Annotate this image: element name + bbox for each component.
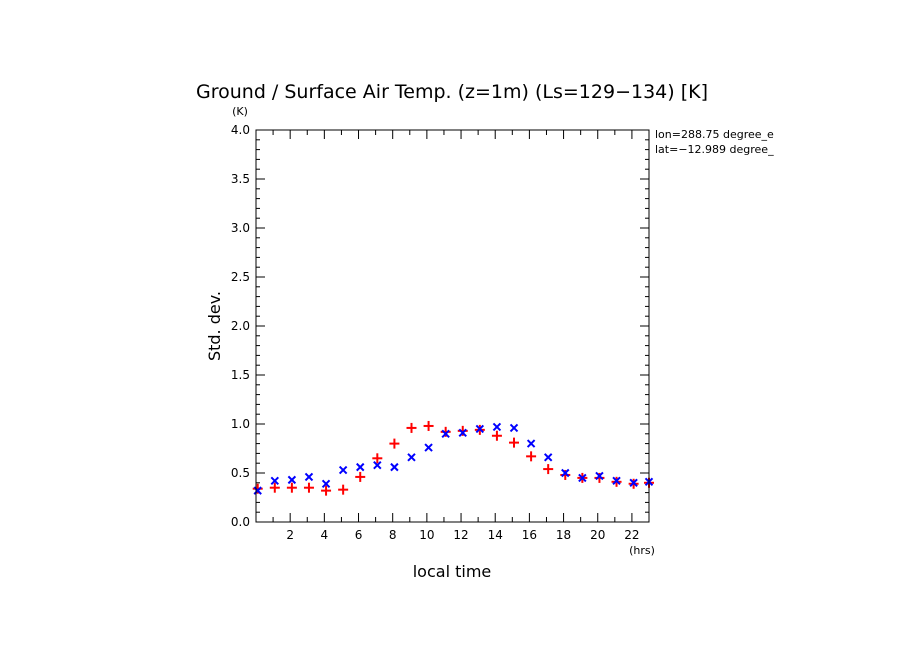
x-tick-label: 20 xyxy=(590,528,605,542)
annotation-lat: lat=−12.989 degree_ xyxy=(655,143,774,156)
data-point-cross xyxy=(475,424,485,434)
data-point-cross xyxy=(612,476,621,486)
data-point-plus xyxy=(406,422,417,433)
y-tick-label: 2.5 xyxy=(231,270,250,284)
data-point-plus xyxy=(303,482,314,493)
data-point-plus xyxy=(372,453,383,464)
data-point-plus xyxy=(543,464,554,475)
chart-title: Ground / Surface Air Temp. (z=1m) (Ls=12… xyxy=(196,81,708,103)
data-point-cross xyxy=(441,429,450,439)
y-tick-label: 2.0 xyxy=(231,319,250,333)
data-point-plus xyxy=(423,420,434,431)
data-point-cross xyxy=(407,453,416,462)
data-point-plus xyxy=(286,482,297,493)
data-point-cross xyxy=(304,472,314,482)
y-tick-label: 1.0 xyxy=(231,417,250,431)
data-point-cross xyxy=(373,460,382,470)
data-point-cross xyxy=(509,423,519,433)
data-point-cross xyxy=(629,478,638,488)
data-point-plus xyxy=(269,482,280,493)
axes: 2 4 6 8 10 12 14 16 18 20 22 0.0 0.5 1.0 1.5 2.0 2.5 3.0 3… xyxy=(231,123,649,542)
x-axis-title: local time xyxy=(413,562,492,581)
data-point-cross xyxy=(578,473,587,483)
data-point-plus xyxy=(389,438,400,449)
y-tick-label: 4.0 xyxy=(231,123,250,137)
x-tick-label: 4 xyxy=(321,528,329,542)
data-point-plus xyxy=(526,451,537,462)
data-point-cross xyxy=(492,422,502,432)
y-tick-label: 0.0 xyxy=(231,515,250,529)
x-tick-label: 2 xyxy=(286,528,294,542)
data-point-cross xyxy=(526,439,536,448)
x-tick-label: 18 xyxy=(556,528,571,542)
x-tick-label: 6 xyxy=(355,528,363,542)
data-point-plus xyxy=(457,425,468,436)
data-point-cross xyxy=(356,462,365,472)
data-point-cross xyxy=(390,462,399,472)
y-tick-label: 0.5 xyxy=(231,466,250,480)
data-point-plus xyxy=(560,469,571,480)
x-tick-label: 22 xyxy=(624,528,639,542)
data-point-plus xyxy=(252,483,263,494)
y-tick-label: 3.5 xyxy=(231,172,250,186)
data-point-cross xyxy=(561,468,570,478)
y-tick-label: 3.0 xyxy=(231,221,250,235)
data-point-cross xyxy=(321,479,331,488)
annotation-lon: lon=288.75 degree_e xyxy=(655,128,774,141)
y-axis-title: Std. dev. xyxy=(205,291,224,361)
x-tick-label: 14 xyxy=(488,528,503,542)
x-tick-label: 12 xyxy=(453,528,468,542)
data-point-cross xyxy=(253,486,262,495)
data-point-cross xyxy=(270,476,280,486)
x-unit-label: (hrs) xyxy=(629,544,655,557)
data-point-plus xyxy=(321,485,332,496)
data-point-plus xyxy=(440,426,451,437)
x-tick-label: 10 xyxy=(419,528,434,542)
y-tick-label: 1.5 xyxy=(231,368,250,382)
data-point-plus xyxy=(594,472,605,483)
plot-frame xyxy=(255,129,650,523)
y-unit-label: (K) xyxy=(232,105,248,118)
data-point-cross xyxy=(458,428,467,438)
data-point-cross xyxy=(287,475,297,485)
x-tick-label: 8 xyxy=(389,528,397,542)
data-marks xyxy=(252,420,654,496)
data-point-plus xyxy=(338,484,349,495)
data-point-cross xyxy=(338,465,348,475)
data-point-plus xyxy=(491,430,502,441)
data-point-plus xyxy=(509,437,520,448)
data-point-cross xyxy=(595,471,604,481)
data-point-cross xyxy=(424,443,433,452)
x-tick-label: 16 xyxy=(522,528,537,542)
data-point-cross xyxy=(543,453,553,462)
data-point-plus xyxy=(355,471,366,482)
